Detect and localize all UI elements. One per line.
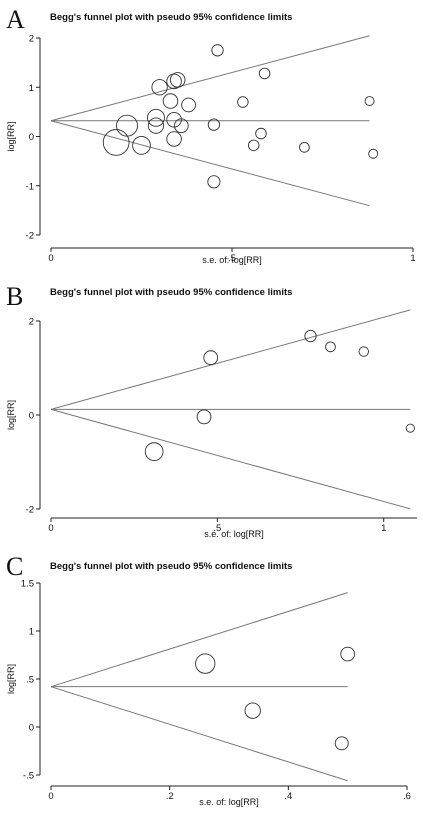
x-tick-label: 1 [381, 523, 386, 534]
funnel-plot-panel-a: A Begg's funnel plot with pseudo 95% conf… [6, 5, 416, 265]
study-point [166, 131, 182, 147]
study-point [169, 72, 186, 88]
study-point [147, 108, 165, 127]
x-axis-label: s.e. of: log[RR] [199, 797, 259, 807]
y-tick-label: 0 [29, 411, 34, 422]
y-tick-label: 0 [29, 723, 34, 734]
y-tick-label: 1.5 [21, 579, 34, 590]
study-point [132, 136, 151, 155]
study-point [166, 73, 182, 90]
study-point [144, 442, 164, 462]
study-point [364, 96, 375, 106]
upper-confidence-limit [50, 35, 370, 122]
panel-label: B [6, 282, 23, 311]
y-tick-label: -2 [26, 231, 34, 242]
x-tick-label: .5 [213, 523, 221, 534]
study-point [299, 141, 310, 153]
study-point [147, 117, 165, 134]
funnel-plot-panel-c: C Begg's funnel plot with pseudo 95% conf… [6, 552, 411, 807]
chart-title: Begg's funnel plot with pseudo 95% confi… [50, 287, 292, 298]
lower-confidence-limit [50, 120, 370, 207]
study-point [340, 646, 356, 662]
study-point [258, 67, 271, 80]
y-tick-label: .5 [26, 675, 34, 686]
upper-confidence-limit [50, 309, 411, 410]
study-point [162, 93, 179, 109]
study-point [405, 423, 415, 433]
upper-confidence-limit [50, 592, 348, 688]
study-point [304, 329, 317, 343]
study-point [247, 139, 260, 152]
x-tick-label: .2 [166, 791, 174, 802]
study-point [181, 97, 196, 113]
study-point [244, 702, 261, 719]
study-point [255, 127, 267, 140]
x-axis-label: s.e. of: log[RR] [204, 529, 264, 539]
study-point [166, 112, 182, 128]
x-tick-label: 0 [48, 791, 53, 802]
study-point [334, 736, 349, 751]
study-point [237, 96, 249, 108]
x-tick-label: 0 [48, 253, 53, 264]
y-tick-label: 1 [29, 83, 34, 94]
funnel-plot-panel-b: B Begg's funnel plot with pseudo 95% conf… [6, 282, 417, 539]
y-tick-label: -1 [26, 181, 34, 192]
study-point [102, 129, 130, 156]
y-tick-label: 0 [29, 132, 34, 143]
x-tick-label: .5 [228, 253, 236, 264]
study-point [151, 79, 168, 96]
y-axis-label: log[RR] [6, 121, 16, 151]
y-tick-label: 1 [29, 627, 34, 638]
study-point [207, 118, 221, 131]
study-point [211, 44, 224, 57]
study-point [195, 653, 216, 674]
x-tick-label: .4 [284, 791, 292, 802]
x-tick-label: .6 [403, 791, 411, 802]
y-tick-label: 2 [29, 317, 34, 328]
y-axis-label: log[RR] [6, 400, 16, 430]
study-point [358, 346, 369, 357]
study-point [325, 341, 336, 353]
chart-title: Begg's funnel plot with pseudo 95% confi… [50, 12, 292, 23]
lower-confidence-limit [50, 686, 348, 782]
chart-title: Begg's funnel plot with pseudo 95% confi… [50, 561, 292, 572]
study-point [116, 114, 138, 137]
x-axis-label: s.e. of: log[RR] [202, 255, 262, 265]
panel-label: C [6, 552, 23, 581]
y-tick-label: 2 [29, 34, 34, 45]
study-point [207, 175, 221, 189]
study-point [203, 350, 219, 366]
y-tick-label: -.5 [23, 771, 34, 782]
y-axis-label: log[RR] [6, 664, 16, 694]
x-tick-label: 0 [48, 523, 53, 534]
y-tick-label: -2 [26, 505, 34, 516]
study-point [173, 118, 189, 134]
panel-label: A [6, 5, 25, 34]
lower-confidence-limit [50, 408, 411, 510]
study-point [196, 409, 212, 425]
study-point [368, 148, 379, 159]
x-tick-label: 1 [410, 253, 415, 264]
